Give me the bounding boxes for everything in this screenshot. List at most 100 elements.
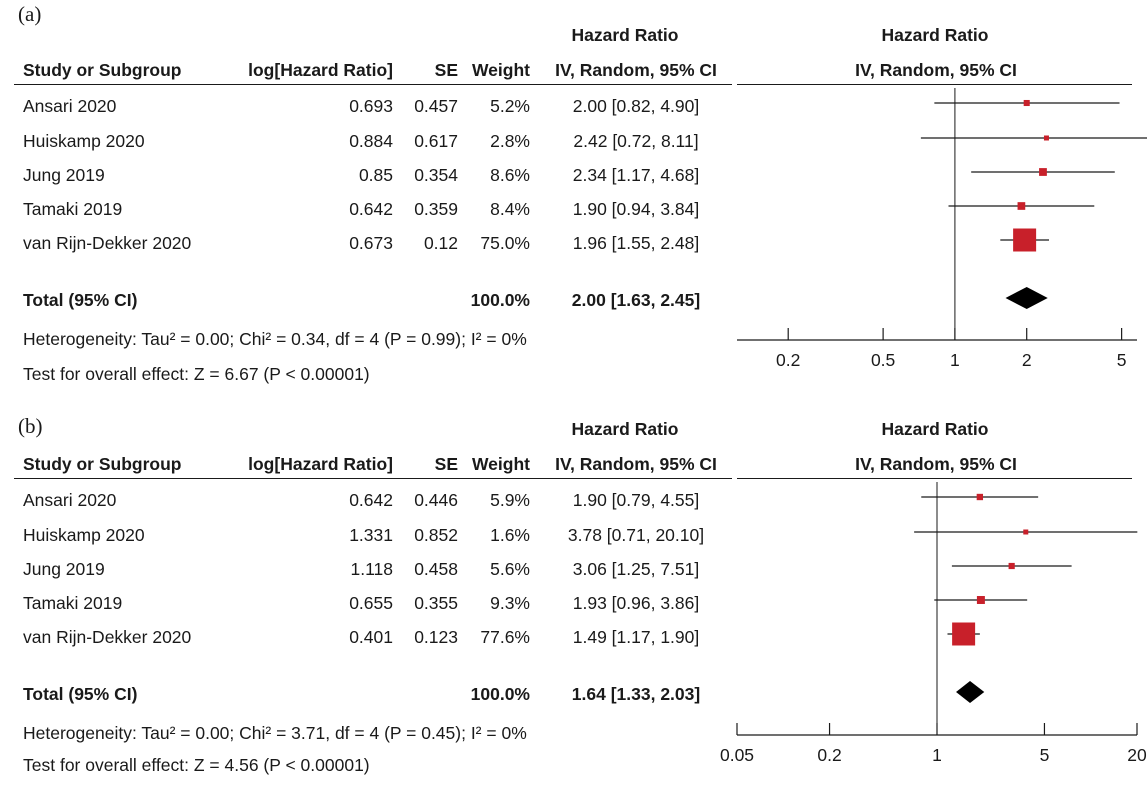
study-name: Jung 2019	[23, 559, 105, 579]
study-se: 0.446	[414, 490, 458, 510]
total-weight: 100.0%	[470, 684, 530, 704]
study-marker	[1017, 202, 1026, 210]
study-se: 0.355	[414, 593, 458, 613]
study-se: 0.852	[414, 525, 458, 545]
study-loghr: 1.331	[349, 525, 393, 545]
study-weight: 8.4%	[490, 199, 530, 219]
study-name: van Rijn-Dekker 2020	[23, 627, 192, 647]
study-name: Huiskamp 2020	[23, 525, 145, 545]
forest-plot-panel-a: (a) Hazard Ratio Hazard Ratio Study or S…	[0, 0, 1147, 388]
study-marker	[1013, 228, 1037, 252]
x-tick-label: 2	[1022, 350, 1032, 370]
total-label: Total (95% CI)	[23, 290, 138, 310]
study-se: 0.12	[423, 233, 458, 253]
study-name: Tamaki 2019	[23, 593, 123, 613]
total-ci: 1.64 [1.33, 2.03]	[571, 684, 701, 704]
forest-plot-area: 0.2 0.5 1 2 5	[737, 88, 1147, 370]
study-marker	[1023, 99, 1030, 107]
plot-header-method: IV, Random, 95% CI	[855, 454, 1017, 474]
study-weight: 8.6%	[490, 165, 530, 185]
study-loghr: 0.693	[349, 96, 393, 116]
total-weight: 100.0%	[470, 290, 530, 310]
panel-label: (b)	[18, 414, 43, 438]
forest-plot-panel-b: (b) Hazard Ratio Hazard Ratio Study or S…	[0, 412, 1147, 800]
hr-header-top: Hazard Ratio	[571, 419, 679, 439]
col-header-study: Study or Subgroup	[23, 454, 182, 474]
study-ci: 1.49 [1.17, 1.90]	[572, 627, 700, 647]
x-tick-label: 0.05	[720, 745, 754, 765]
plot-header-rule	[737, 84, 1132, 85]
study-name: Tamaki 2019	[23, 199, 123, 219]
plot-header-top: Hazard Ratio	[881, 419, 989, 439]
study-ci: 1.90 [0.94, 3.84]	[572, 199, 700, 219]
total-ci: 2.00 [1.63, 2.45]	[571, 290, 701, 310]
header-rule	[14, 478, 732, 479]
study-loghr: 0.401	[349, 627, 393, 647]
col-header-loghr: log[Hazard Ratio]	[248, 60, 393, 80]
col-header-weight: Weight	[471, 454, 530, 474]
x-tick-label: 0.2	[817, 745, 841, 765]
plot-header-rule	[737, 478, 1132, 479]
x-tick-label: 0.5	[871, 350, 895, 370]
study-ci: 3.06 [1.25, 7.51]	[572, 559, 700, 579]
study-weight: 2.8%	[490, 131, 530, 151]
study-weight: 1.6%	[490, 525, 530, 545]
x-tick-label: 1	[950, 350, 960, 370]
col-header-weight: Weight	[471, 60, 530, 80]
col-header-ci: IV, Random, 95% CI	[555, 454, 717, 474]
col-header-loghr: log[Hazard Ratio]	[248, 454, 393, 474]
study-ci: 1.90 [0.79, 4.55]	[572, 490, 700, 510]
study-name: Ansari 2020	[23, 490, 117, 510]
study-loghr: 0.642	[349, 199, 393, 219]
plot-header-top: Hazard Ratio	[881, 25, 989, 45]
study-se: 0.359	[414, 199, 458, 219]
panel-label: (a)	[18, 2, 42, 26]
study-loghr: 0.884	[349, 131, 393, 151]
study-loghr: 0.655	[349, 593, 393, 613]
study-se: 0.123	[414, 627, 458, 647]
hr-header-top: Hazard Ratio	[571, 25, 679, 45]
study-name: Jung 2019	[23, 165, 105, 185]
col-header-study: Study or Subgroup	[23, 60, 182, 80]
study-loghr: 0.642	[349, 490, 393, 510]
study-weight: 5.9%	[490, 490, 530, 510]
study-loghr: 0.85	[358, 165, 393, 185]
overall-effect-text: Test for overall effect: Z = 6.67 (P < 0…	[23, 364, 370, 384]
study-marker	[1023, 529, 1029, 535]
study-ci: 3.78 [0.71, 20.10]	[567, 525, 705, 545]
forest-plot-area: 0.05 0.2 1 5 20	[720, 482, 1147, 765]
total-label: Total (95% CI)	[23, 684, 138, 704]
study-ci: 1.93 [0.96, 3.86]	[572, 593, 700, 613]
study-name: Huiskamp 2020	[23, 131, 145, 151]
col-header-se: SE	[434, 60, 458, 80]
study-ci: 2.00 [0.82, 4.90]	[572, 96, 700, 116]
x-tick-label: 5	[1117, 350, 1127, 370]
study-ci: 1.96 [1.55, 2.48]	[572, 233, 700, 253]
study-marker	[1043, 135, 1049, 141]
study-se: 0.617	[414, 131, 458, 151]
study-ci: 2.34 [1.17, 4.68]	[572, 165, 700, 185]
plot-header-method: IV, Random, 95% CI	[855, 60, 1017, 80]
study-marker	[976, 493, 984, 501]
study-marker	[1039, 168, 1047, 176]
study-weight: 75.0%	[480, 233, 530, 253]
study-se: 0.457	[414, 96, 458, 116]
x-tick-label: 1	[932, 745, 942, 765]
study-loghr: 0.673	[349, 233, 393, 253]
study-marker	[1008, 562, 1015, 570]
total-diamond	[956, 681, 985, 703]
study-se: 0.458	[414, 559, 458, 579]
study-weight: 9.3%	[490, 593, 530, 613]
study-ci: 2.42 [0.72, 8.11]	[573, 131, 699, 151]
study-marker	[976, 596, 985, 604]
col-header-se: SE	[434, 454, 458, 474]
overall-effect-text: Test for overall effect: Z = 4.56 (P < 0…	[23, 755, 370, 775]
heterogeneity-text: Heterogeneity: Tau² = 0.00; Chi² = 0.34,…	[23, 329, 527, 349]
total-diamond	[1005, 287, 1048, 309]
x-tick-label: 20	[1127, 745, 1147, 765]
study-weight: 5.6%	[490, 559, 530, 579]
header-rule	[14, 84, 732, 85]
study-marker	[952, 622, 976, 646]
study-name: van Rijn-Dekker 2020	[23, 233, 192, 253]
study-name: Ansari 2020	[23, 96, 117, 116]
